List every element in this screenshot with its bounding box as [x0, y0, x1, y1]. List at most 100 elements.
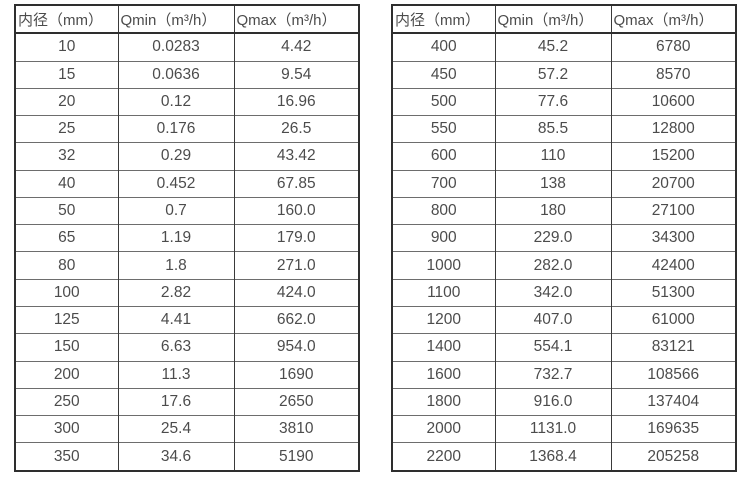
cell-qmin: 110 [494, 142, 612, 171]
cell-qmax: 26.5 [233, 115, 360, 143]
column-header: Qmin（m³/h） [117, 5, 235, 34]
cell-diameter: 80 [14, 251, 119, 280]
table-row: 700 138 20700 [391, 169, 737, 198]
cell-qmax: 34300 [610, 224, 737, 252]
table-row: 50 0.7 160.0 [14, 196, 360, 225]
cell-diameter: 2200 [391, 442, 496, 471]
cell-qmax: 424.0 [233, 278, 360, 307]
table-row: 10 0.0283 4.42 [14, 32, 360, 61]
table-row: 100 2.82 424.0 [14, 278, 360, 307]
table-row: 15 0.0636 9.54 [14, 60, 360, 89]
cell-qmax: 43.42 [233, 142, 360, 171]
table-row: 2000 1131.0 169635 [391, 415, 737, 443]
table-row: 300 25.4 3810 [14, 415, 360, 443]
cell-qmax: 4.42 [233, 32, 360, 61]
table-row: 150 6.63 954.0 [14, 333, 360, 362]
cell-diameter: 250 [14, 387, 119, 416]
cell-qmin: 282.0 [494, 251, 612, 280]
cell-qmax: 5190 [233, 442, 360, 471]
cell-diameter: 1400 [391, 333, 496, 362]
table-row: 2200 1368.4 205258 [391, 442, 737, 471]
cell-qmax: 9.54 [233, 60, 360, 89]
cell-diameter: 100 [14, 278, 119, 307]
cell-qmin: 732.7 [494, 360, 612, 389]
cell-qmax: 179.0 [233, 224, 360, 252]
table-row: 40 0.452 67.85 [14, 169, 360, 198]
table-row: 25 0.176 26.5 [14, 115, 360, 143]
table-row: 32 0.29 43.42 [14, 142, 360, 171]
cell-qmax: 1690 [233, 360, 360, 389]
cell-qmin: 916.0 [494, 387, 612, 416]
cell-qmax: 10600 [610, 87, 737, 116]
cell-diameter: 2000 [391, 415, 496, 443]
cell-qmax: 51300 [610, 278, 737, 307]
table-row: 1000 282.0 42400 [391, 251, 737, 280]
cell-diameter: 15 [14, 60, 119, 89]
cell-qmin: 0.0636 [117, 60, 235, 89]
table-row: 1800 916.0 137404 [391, 387, 737, 416]
cell-diameter: 1600 [391, 360, 496, 389]
cell-diameter: 500 [391, 87, 496, 116]
cell-qmax: 67.85 [233, 169, 360, 198]
cell-qmax: 137404 [610, 387, 737, 416]
cell-qmax: 205258 [610, 442, 737, 471]
cell-qmax: 108566 [610, 360, 737, 389]
cell-qmax: 169635 [610, 415, 737, 443]
table-row: 20 0.12 16.96 [14, 87, 360, 116]
cell-qmin: 11.3 [117, 360, 235, 389]
cell-diameter: 50 [14, 196, 119, 225]
cell-diameter: 125 [14, 306, 119, 334]
cell-diameter: 350 [14, 442, 119, 471]
cell-diameter: 300 [14, 415, 119, 443]
cell-qmin: 554.1 [494, 333, 612, 362]
cell-qmin: 180 [494, 196, 612, 225]
table-row: 1400 554.1 83121 [391, 333, 737, 362]
cell-qmax: 42400 [610, 251, 737, 280]
table-row: 1100 342.0 51300 [391, 278, 737, 307]
cell-qmin: 1.8 [117, 251, 235, 280]
cell-qmin: 34.6 [117, 442, 235, 471]
table-row: 900 229.0 34300 [391, 224, 737, 252]
cell-qmin: 1368.4 [494, 442, 612, 471]
cell-qmax: 3810 [233, 415, 360, 443]
cell-qmin: 1131.0 [494, 415, 612, 443]
cell-diameter: 450 [391, 60, 496, 89]
cell-qmax: 160.0 [233, 196, 360, 225]
table-row: 250 17.6 2650 [14, 387, 360, 416]
table-row: 80 1.8 271.0 [14, 251, 360, 280]
cell-diameter: 200 [14, 360, 119, 389]
column-header: Qmax（m³/h） [610, 5, 737, 34]
flow-table-large-diameters: 内径（mm） Qmin（m³/h） Qmax（m³/h） 400 45.2 6780 45… [391, 4, 737, 472]
flow-table-small-diameters: 内径（mm） Qmin（m³/h） Qmax（m³/h） 10 0.0283 4.42 1… [14, 4, 360, 472]
cell-diameter: 1200 [391, 306, 496, 334]
cell-qmax: 15200 [610, 142, 737, 171]
cell-qmin: 407.0 [494, 306, 612, 334]
cell-qmax: 2650 [233, 387, 360, 416]
cell-qmax: 271.0 [233, 251, 360, 280]
header-row: 内径（mm） Qmin（m³/h） Qmax（m³/h） [391, 5, 737, 34]
cell-qmax: 27100 [610, 196, 737, 225]
cell-qmax: 6780 [610, 32, 737, 61]
cell-qmax: 662.0 [233, 306, 360, 334]
table-row: 800 180 27100 [391, 196, 737, 225]
cell-qmin: 0.452 [117, 169, 235, 198]
cell-qmin: 6.63 [117, 333, 235, 362]
cell-qmax: 83121 [610, 333, 737, 362]
cell-qmin: 0.176 [117, 115, 235, 143]
cell-qmin: 2.82 [117, 278, 235, 307]
column-header: 内径（mm） [14, 5, 119, 34]
table-row: 1200 407.0 61000 [391, 306, 737, 334]
cell-qmin: 0.7 [117, 196, 235, 225]
cell-diameter: 700 [391, 169, 496, 198]
cell-qmax: 954.0 [233, 333, 360, 362]
cell-diameter: 1800 [391, 387, 496, 416]
cell-diameter: 150 [14, 333, 119, 362]
table-row: 350 34.6 5190 [14, 442, 360, 471]
cell-diameter: 550 [391, 115, 496, 143]
cell-diameter: 1100 [391, 278, 496, 307]
table-row: 400 45.2 6780 [391, 32, 737, 61]
cell-diameter: 400 [391, 32, 496, 61]
cell-diameter: 800 [391, 196, 496, 225]
cell-diameter: 25 [14, 115, 119, 143]
cell-qmin: 77.6 [494, 87, 612, 116]
